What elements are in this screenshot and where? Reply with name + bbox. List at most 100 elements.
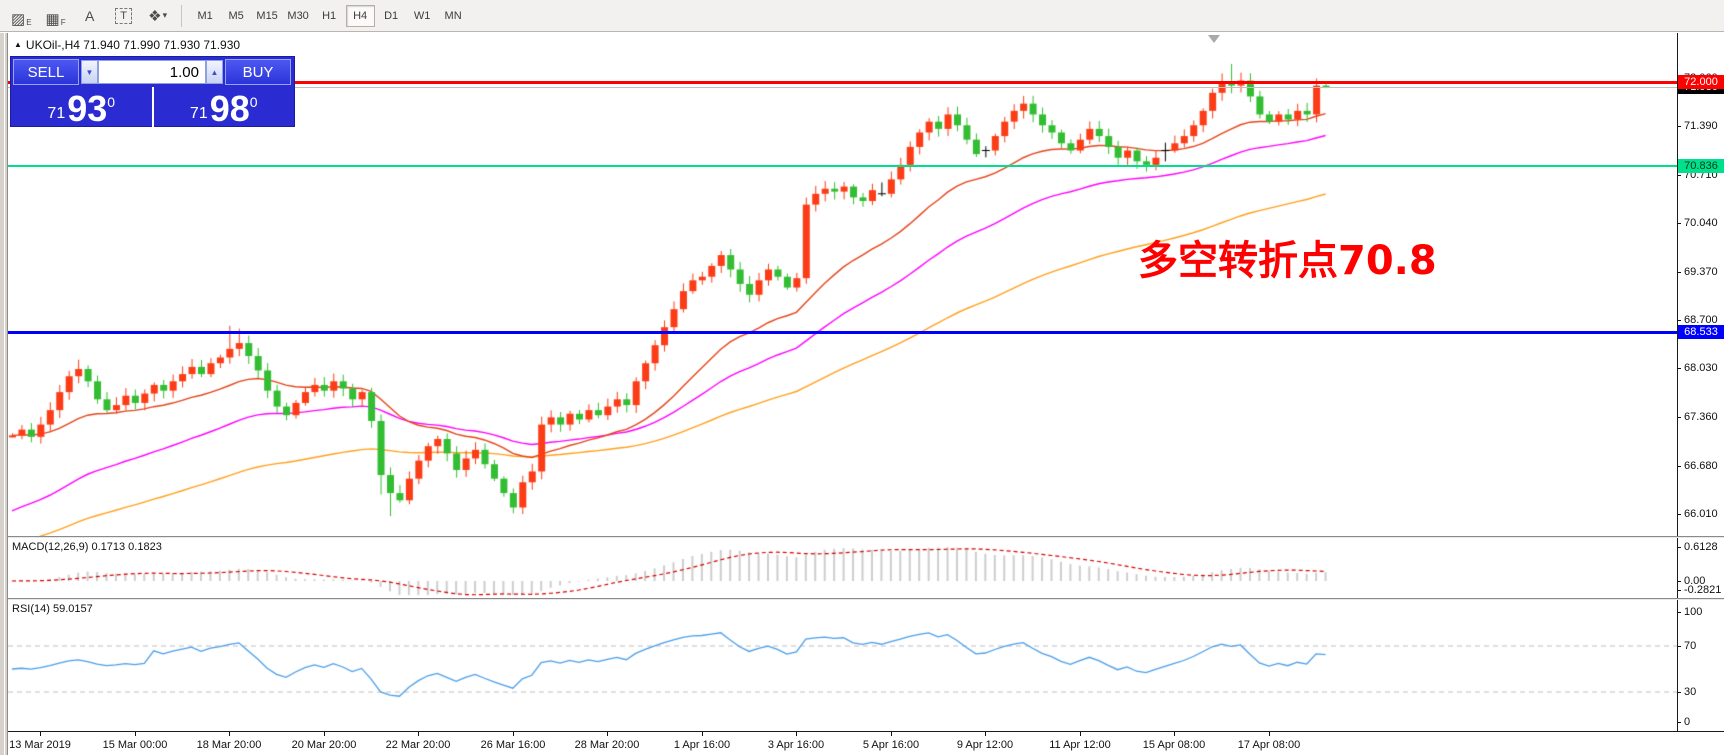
price-tick-label: 68.700 [1684, 314, 1718, 326]
price-tick-label: 66.680 [1684, 460, 1718, 472]
time-tick-label: 5 Apr 16:00 [862, 739, 920, 751]
timeframe-button-m30[interactable]: M30 [287, 9, 309, 22]
equidistant-channel-icon[interactable]: ▨ E [11, 10, 32, 28]
chart-title: ▲ UKOil-,H4 71.940 71.990 71.930 71.930 [14, 38, 241, 52]
time-tick [891, 732, 892, 736]
price-tick [1677, 223, 1681, 224]
toolbar-separator [180, 4, 182, 27]
time-tick [985, 732, 986, 736]
volume-input[interactable] [98, 60, 206, 84]
price-tick [1677, 272, 1681, 273]
price-tick [1677, 514, 1681, 515]
support-line-label: 68.533 [1678, 325, 1724, 339]
volume-increase-button[interactable]: ▲ [206, 60, 223, 84]
collapse-arrow-icon[interactable]: ▲ [14, 40, 22, 49]
timeframe-button-m5[interactable]: M5 [228, 9, 244, 22]
timeframe-button-d1[interactable]: D1 [384, 9, 399, 22]
chart-annotation[interactable]: 多空转折点70.8 [1138, 238, 1437, 284]
price-tick-label: 68.030 [1684, 362, 1718, 374]
time-tick-label: 17 Apr 08:00 [1237, 739, 1301, 751]
time-tick-label: 15 Apr 08:00 [1142, 739, 1206, 751]
price-tick [1677, 417, 1681, 418]
one-click-trade-panel: SELL ▼ ▲ BUY 71 93 0 71 98 0 [10, 56, 295, 129]
macd-label: MACD(12,26,9) 0.1713 0.1823 [12, 541, 162, 553]
indicator-tick [1677, 590, 1681, 591]
pivot-line-label: 70.836 [1678, 159, 1724, 173]
timeframe-button-mn[interactable]: MN [444, 9, 462, 22]
time-tick-label: 13 Mar 2019 [9, 739, 71, 751]
panel-separator[interactable] [0, 598, 1724, 600]
price-tick-label: 66.010 [1684, 508, 1718, 520]
time-tick-label: 15 Mar 00:00 [102, 739, 168, 751]
price-tick [1677, 175, 1681, 176]
time-tick [324, 732, 325, 736]
time-tick-label: 1 Apr 16:00 [673, 739, 731, 751]
time-tick-label: 3 Apr 16:00 [767, 739, 825, 751]
time-tick [607, 732, 608, 736]
time-tick [513, 732, 514, 736]
chart-shift-marker-icon[interactable] [1208, 35, 1220, 43]
toolbar: ▨ E ▦ F A T ❖ ▾ M1 M5 M15 M30 H1 H4 D1 W1 MN [0, 0, 1724, 32]
indicator-tick-label: 100 [1684, 606, 1703, 618]
timeframe-button-m1[interactable]: M1 [197, 9, 213, 22]
time-tick-label: 26 Mar 16:00 [480, 739, 546, 751]
time-tick-label: 22 Mar 20:00 [385, 739, 451, 751]
support-line[interactable] [8, 331, 1677, 334]
buy-price[interactable]: 71 98 0 [151, 87, 295, 128]
resistance-line-label: 72.000 [1678, 75, 1724, 89]
indicator-tick-label: 70 [1684, 640, 1697, 652]
volume-decrease-button[interactable]: ▼ [81, 60, 98, 84]
price-tick-label: 67.360 [1684, 411, 1718, 423]
indicator-tick-label: -0.2821 [1684, 584, 1722, 596]
timeframe-button-m15[interactable]: M15 [256, 9, 278, 22]
price-tick-label: 71.390 [1684, 120, 1718, 132]
rsi-label: RSI(14) 59.0157 [12, 603, 93, 615]
sell-button[interactable]: SELL [13, 59, 79, 85]
time-tick-label: 9 Apr 12:00 [956, 739, 1014, 751]
indicator-tick [1677, 692, 1681, 693]
timeframe-button-h1[interactable]: H1 [322, 9, 337, 22]
indicator-tick [1677, 646, 1681, 647]
time-tick-label: 28 Mar 20:00 [574, 739, 640, 751]
time-tick [1080, 732, 1081, 736]
rsi-canvas[interactable] [8, 600, 1677, 731]
time-axis[interactable]: 13 Mar 2019 15 Mar 00:00 18 Mar 20:00 20 Ma… [0, 731, 1724, 755]
timeframe-button-h4[interactable]: H4 [345, 4, 375, 27]
time-tick [135, 732, 136, 736]
text-label-icon[interactable]: T [111, 4, 137, 28]
time-tick-label: 18 Mar 20:00 [196, 739, 262, 751]
indicator-tick-label: 0 [1684, 716, 1691, 728]
indicator-tick-label: 30 [1684, 686, 1697, 698]
macd-canvas[interactable] [8, 538, 1677, 598]
time-tick [702, 732, 703, 736]
pivot-line[interactable] [8, 165, 1677, 167]
price-tick [1677, 320, 1681, 321]
indicator-tick [1677, 722, 1681, 723]
indicator-tick [1677, 581, 1681, 582]
bid-line[interactable] [8, 87, 1677, 88]
indicator-tick-label: 0.00 [1684, 575, 1706, 587]
sell-price[interactable]: 71 93 0 [47, 88, 116, 129]
time-tick [40, 732, 41, 736]
timeframe-group: M1 M5 M15 M30 H1 H4 D1 W1 MN [190, 4, 469, 27]
panel-separator[interactable] [0, 536, 1724, 538]
time-tick-label: 20 Mar 20:00 [291, 739, 357, 751]
price-tick-label: 70.040 [1684, 217, 1718, 229]
time-tick [1269, 732, 1270, 736]
arrows-icon[interactable]: ❖ ▾ [148, 7, 168, 25]
text-icon[interactable]: A [84, 7, 95, 24]
window-left-border [0, 33, 8, 755]
indicator-tick-label: 0.6128 [1684, 541, 1718, 553]
price-tick [1677, 126, 1681, 127]
time-tick [796, 732, 797, 736]
time-tick-label: 11 Apr 12:00 [1049, 739, 1111, 751]
price-tick-label: 69.370 [1684, 266, 1718, 278]
price-axis-border [1677, 33, 1678, 731]
indicator-tick [1677, 547, 1681, 548]
time-tick [229, 732, 230, 736]
fibonacci-icon[interactable]: ▦ F [45, 10, 66, 28]
resistance-line[interactable] [8, 81, 1677, 84]
timeframe-button-w1[interactable]: W1 [413, 9, 431, 22]
price-tick [1677, 368, 1681, 369]
buy-button[interactable]: BUY [225, 59, 291, 85]
